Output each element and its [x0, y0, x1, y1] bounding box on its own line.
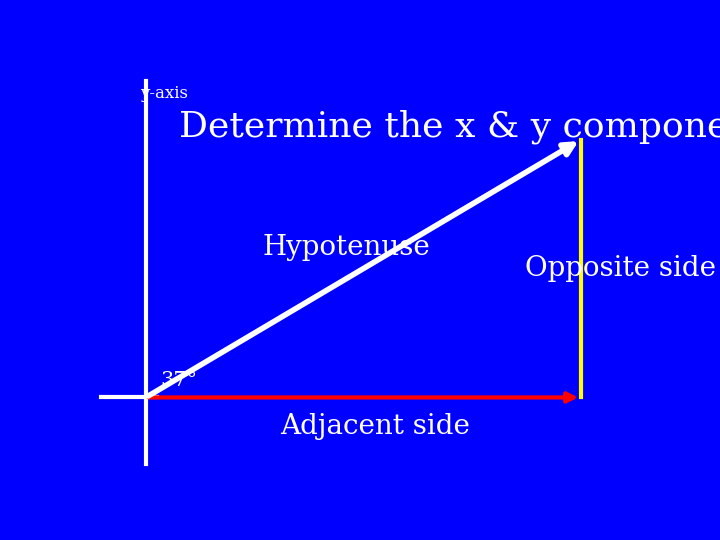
Text: Determine the x & y components: Determine the x & y components: [179, 110, 720, 144]
Text: Hypotenuse: Hypotenuse: [263, 234, 431, 261]
Text: 37°: 37°: [161, 372, 198, 390]
Text: y-axis: y-axis: [140, 85, 188, 103]
Text: Opposite side: Opposite side: [525, 255, 716, 282]
Text: Adjacent side: Adjacent side: [279, 413, 469, 440]
